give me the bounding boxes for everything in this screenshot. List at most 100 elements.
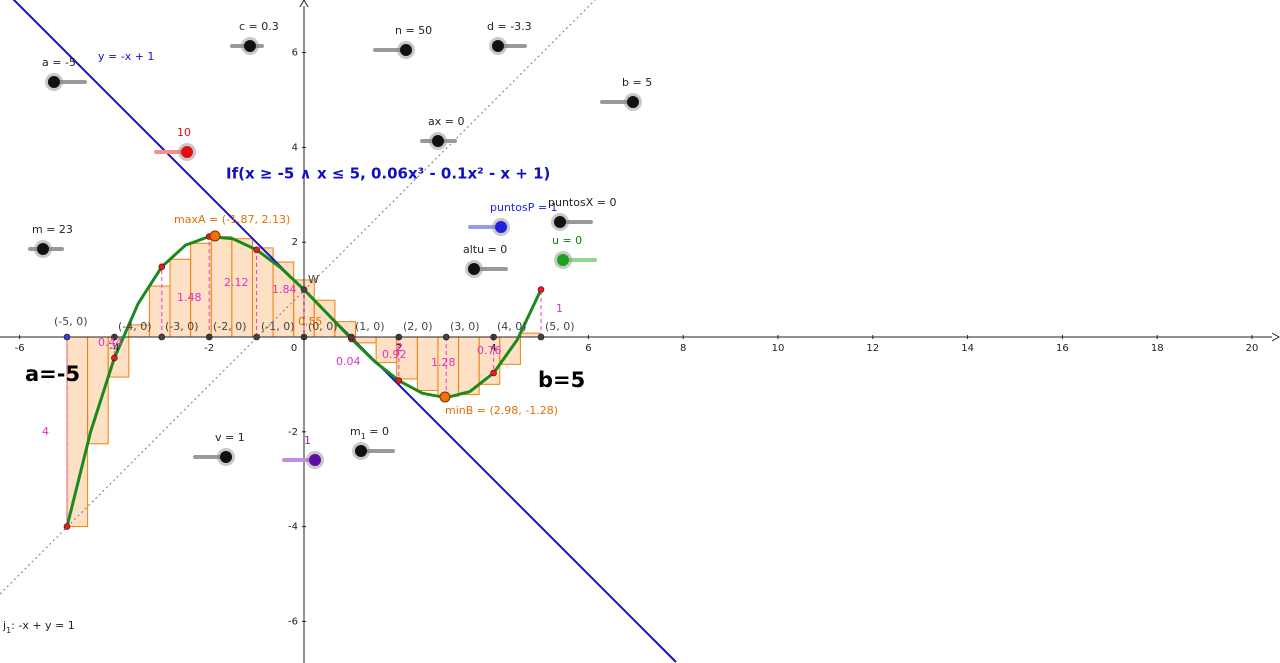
- x-tick-label: 6: [585, 343, 591, 354]
- point-label: (1, 0): [355, 320, 385, 333]
- a-big: a=-5: [25, 362, 80, 386]
- slider-knob: [400, 44, 412, 56]
- j-rest: : -x + y = 1: [11, 619, 75, 632]
- x-tick-label: 20: [1246, 343, 1259, 354]
- value-label: 1: [556, 302, 563, 315]
- y-tick-label: 4: [292, 142, 298, 153]
- slider-label: b = 5: [622, 76, 652, 89]
- slider-knob: [244, 40, 256, 52]
- value-label: 0.44: [98, 336, 123, 349]
- slider-label: puntosX = 0: [548, 196, 616, 209]
- w-point: [301, 287, 307, 293]
- slider-label: v = 1: [215, 431, 245, 444]
- curve-point: [395, 377, 403, 384]
- slider-knob: [557, 254, 569, 266]
- min-point: [439, 391, 451, 403]
- function-label: If(x ≥ -5 ∧ x ≤ 5, 0.06x³ - 0.1x² - x + …: [226, 165, 550, 183]
- x-tick-label: -4: [109, 343, 119, 354]
- curve-point: [537, 286, 545, 293]
- curve-point: [63, 523, 71, 530]
- m1-sub: 1: [361, 432, 366, 441]
- curve-point: [253, 246, 260, 254]
- x-tick-label: 18: [1151, 343, 1164, 354]
- y-tick-label: 6: [292, 48, 298, 59]
- slider-knob: [181, 146, 193, 158]
- x-tick-label: 16: [1056, 343, 1069, 354]
- x-tick-label: 10: [772, 343, 785, 354]
- line-j1: [0, 0, 596, 595]
- slider-label: 10: [177, 126, 191, 139]
- slider-label: 1: [304, 434, 311, 447]
- slider-knob: [468, 263, 480, 275]
- point-label: (5, 0): [545, 320, 575, 333]
- curve-point: [158, 263, 166, 271]
- value-label: 1.28: [431, 356, 456, 369]
- j-label: j1: -x + y = 1: [2, 619, 75, 635]
- axis-point: [158, 333, 166, 341]
- x-tick-label: -6: [15, 343, 25, 354]
- y-tick-label: -4: [288, 522, 298, 533]
- slider-label: m = 23: [32, 223, 73, 236]
- x-axis-arrow: [1271, 332, 1280, 342]
- value-label: 1.84: [272, 283, 297, 296]
- axis-point: [537, 333, 545, 341]
- axis-point: [253, 333, 260, 341]
- value-label: 0.92: [382, 348, 407, 361]
- value-label: 0.55: [298, 315, 323, 328]
- axis-point: [63, 333, 71, 341]
- slider-label: altu = 0: [463, 243, 507, 256]
- m1-rest: = 0: [366, 425, 389, 438]
- slider-label: a = -5: [42, 56, 76, 69]
- x-tick-label: 12: [866, 343, 879, 354]
- x-tick-label: 2: [396, 343, 402, 354]
- m1-name: m: [350, 425, 361, 438]
- y-tick-label: 2: [292, 237, 298, 248]
- x-tick-label: -2: [204, 343, 214, 354]
- slider-knob: [554, 216, 566, 228]
- point-label: (-3, 0): [165, 320, 199, 333]
- slider-label: ax = 0: [428, 115, 464, 128]
- slider-label: c = 0.3: [239, 20, 279, 33]
- slider-knob: [492, 40, 504, 52]
- slider-knob: [432, 135, 444, 147]
- w-label: W: [308, 273, 319, 286]
- x-tick-label: 14: [961, 343, 974, 354]
- slider-knob: [37, 243, 49, 255]
- y-axis-arrow: [299, 0, 309, 8]
- slider-knob: [495, 221, 507, 233]
- j-sub: 1: [6, 626, 11, 635]
- slider-knob: [627, 96, 639, 108]
- x-tick-label: 8: [680, 343, 686, 354]
- point-label: (2, 0): [403, 320, 433, 333]
- x-tick-label: 0: [291, 343, 297, 354]
- curve-point: [111, 354, 118, 362]
- b-big: b=5: [538, 368, 585, 392]
- curve-point: [490, 369, 497, 377]
- point-label: (-2, 0): [213, 320, 247, 333]
- slider-label: d = -3.3: [487, 20, 532, 33]
- x-tick-label: 4: [490, 343, 496, 354]
- point-label: (4, 0): [497, 320, 527, 333]
- slider-label: u = 0: [552, 234, 582, 247]
- axis-point: [348, 333, 355, 341]
- value-label: 1.48: [177, 291, 202, 304]
- max-label: maxA = (-1.87, 2.13): [174, 213, 290, 226]
- y-tick-label: -2: [288, 427, 298, 438]
- slider-knob: [220, 451, 232, 463]
- slider-label: puntosP = 1: [490, 201, 558, 214]
- point-label: (0, 0): [308, 320, 338, 333]
- j-name: j: [2, 619, 6, 632]
- slider-knob: [355, 445, 367, 457]
- value-label: 2.12: [224, 276, 249, 289]
- point-label: (-1, 0): [261, 320, 295, 333]
- point-label: (-4, 0): [118, 320, 152, 333]
- riemann-bar: [355, 336, 377, 344]
- slider-label: n = 50: [395, 24, 432, 37]
- value-label: 0.04: [336, 355, 361, 368]
- y-tick-label: -6: [288, 616, 298, 627]
- point-label: (-5, 0): [54, 315, 88, 328]
- slider-knob: [48, 76, 60, 88]
- point-label: (3, 0): [450, 320, 480, 333]
- min-label: minB = (2.98, -1.28): [445, 404, 558, 417]
